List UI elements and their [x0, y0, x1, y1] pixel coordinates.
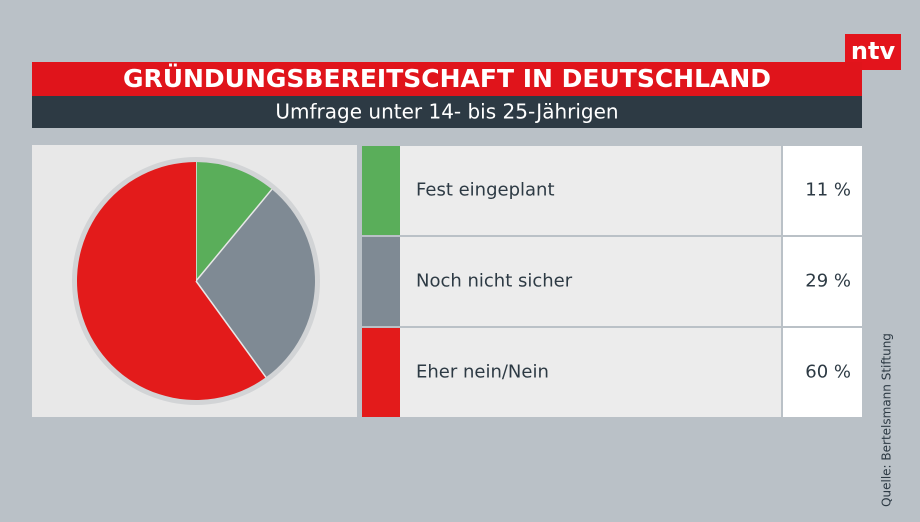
subtitle-bar — [32, 96, 862, 128]
legend-swatch — [362, 237, 400, 326]
slice-edge — [195, 188, 273, 282]
legend-label: Eher nein/Nein — [416, 362, 549, 383]
pie-slice — [196, 162, 272, 281]
chart-subtitle: Umfrage unter 14- bis 25-Jährigen — [275, 100, 618, 124]
legend-swatch — [362, 328, 400, 417]
value-cell — [783, 328, 862, 417]
pie-slice — [196, 189, 316, 378]
legend-label: Noch nicht sicher — [416, 271, 573, 292]
pie-slice — [76, 162, 266, 400]
chart-title: GRÜNDUNGSBEREITSCHAFT IN DEUTSCHLAND — [123, 63, 771, 93]
value-label: 29 % — [805, 271, 851, 292]
logo: ntv — [851, 37, 896, 65]
slice-edge — [195, 280, 267, 378]
legend-row — [362, 328, 781, 417]
value-cell — [783, 146, 862, 235]
value-label: 60 % — [805, 362, 851, 383]
legend-row — [362, 237, 781, 326]
value-cell — [783, 237, 862, 326]
legend-row — [362, 146, 781, 235]
value-label: 11 % — [805, 180, 851, 201]
legend-swatch — [362, 146, 400, 235]
legend-label: Fest eingeplant — [416, 180, 555, 201]
title-bar — [32, 62, 862, 96]
source: Quelle: Bertelsmann Stiftung — [880, 333, 894, 507]
